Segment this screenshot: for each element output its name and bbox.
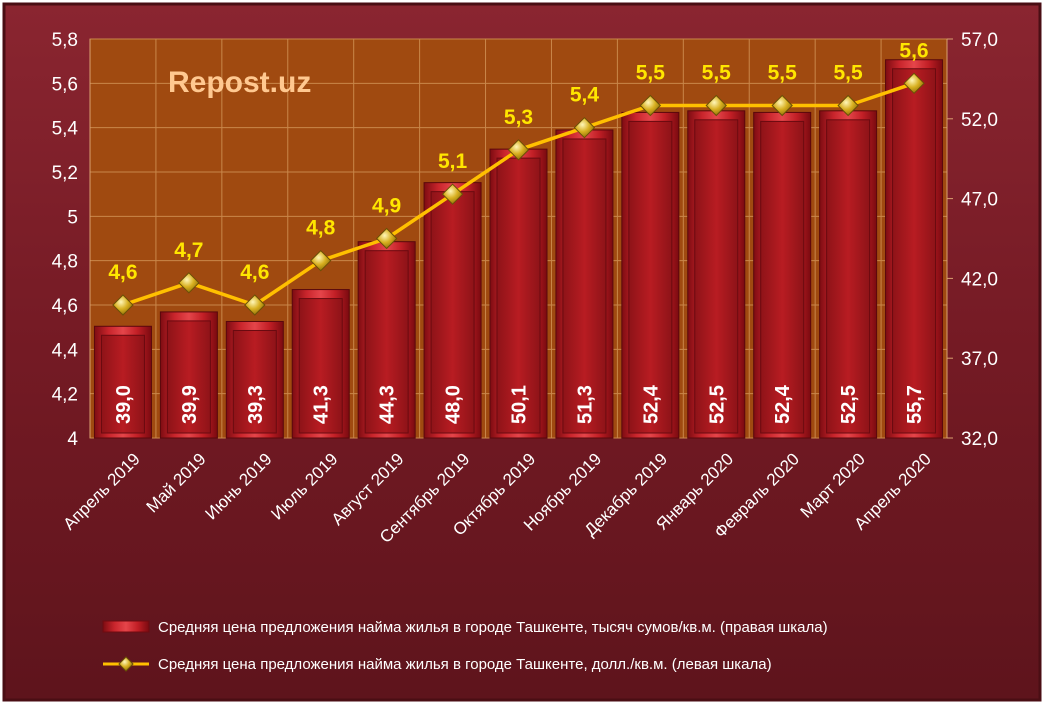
bar-inner <box>562 138 607 434</box>
left-tick-label: 4,4 <box>52 340 79 361</box>
bar-series: 39,0 39,9 39,3 41,3 44,3 48,0 50,1 51,3 52,4 52,5… <box>93 59 944 439</box>
right-tick-label: 37,0 <box>961 349 998 370</box>
line-point <box>639 94 662 117</box>
line-point <box>178 272 200 294</box>
bar: 44,3 <box>357 241 416 439</box>
line-value-label: 4,6 <box>240 261 269 284</box>
line-value-label: 4,9 <box>372 195 401 218</box>
line-value-label: 5,5 <box>702 62 732 85</box>
line-value-label: 4,6 <box>108 261 137 284</box>
line-point <box>244 294 266 316</box>
bar: 52,4 <box>621 111 680 439</box>
left-tick-label: 5,4 <box>52 119 79 140</box>
bar-inner <box>364 250 409 434</box>
line-value-label: 5,5 <box>768 62 798 85</box>
bar-value-label: 48,0 <box>443 385 465 424</box>
bar: 52,5 <box>819 110 878 439</box>
line-value-label: 4,7 <box>174 239 203 262</box>
left-tick-label: 4,6 <box>52 296 78 317</box>
line-value-label: 5,4 <box>570 84 600 107</box>
bar: 52,4 <box>753 111 812 439</box>
bar-value-label: 50,1 <box>509 385 531 424</box>
bar-inner <box>496 157 541 434</box>
right-tick-label: 42,0 <box>961 269 998 290</box>
line-point <box>837 94 859 117</box>
line-value-label: 5,3 <box>504 106 533 129</box>
bar: 39,3 <box>225 320 284 439</box>
bar-inner <box>298 298 343 434</box>
bar-inner <box>826 119 871 434</box>
line-value-label: 5,5 <box>834 62 864 85</box>
bar-inner <box>628 120 673 434</box>
bar-inner <box>100 334 145 434</box>
bar-inner <box>892 68 937 434</box>
legend: Средняя цена предложения найма жилья в г… <box>102 619 828 673</box>
legend-bar-swatch <box>102 620 150 633</box>
bar: 48,0 <box>423 182 482 439</box>
bar-inner <box>166 320 211 434</box>
line-value-label: 5,5 <box>636 62 666 85</box>
line-value-label: 5,1 <box>438 150 468 173</box>
right-axis: 32,0 37,0 42,0 47,0 52,0 57,0 <box>946 30 998 450</box>
legend-line-marker <box>118 656 134 672</box>
right-tick-label: 47,0 <box>961 190 998 211</box>
bar-value-label: 39,9 <box>179 385 201 424</box>
left-tick-label: 4 <box>67 429 78 450</box>
bar-inner <box>430 191 475 434</box>
bar: 41,3 <box>291 289 350 439</box>
bar-inner <box>232 329 277 434</box>
bar: 52,5 <box>687 110 746 439</box>
left-tick-label: 5 <box>67 207 78 228</box>
bar: 51,3 <box>555 129 614 439</box>
bar: 39,9 <box>159 311 218 439</box>
bar-value-label: 52,5 <box>838 385 860 424</box>
line-point <box>375 227 398 250</box>
bar-inner <box>694 119 739 434</box>
bar: 55,7 <box>885 59 944 439</box>
line-point <box>771 94 793 117</box>
bar-value-label: 39,0 <box>113 385 135 424</box>
right-tick-label: 57,0 <box>961 30 998 51</box>
bar-value-label: 51,3 <box>574 385 596 424</box>
line-point <box>441 183 464 205</box>
line-value-label: 4,8 <box>306 217 336 240</box>
bar-inner <box>760 120 805 434</box>
bar-value-label: 39,3 <box>245 385 267 424</box>
bar-value-label: 55,7 <box>904 385 926 424</box>
bar-value-label: 44,3 <box>377 385 399 424</box>
bar-value-label: 52,4 <box>640 384 662 424</box>
right-tick-label: 32,0 <box>961 429 998 450</box>
line-point <box>705 94 727 117</box>
left-tick-label: 5,2 <box>52 163 78 184</box>
right-tick-label: 52,0 <box>961 110 998 131</box>
line-point <box>573 116 596 139</box>
bar-value-label: 52,5 <box>706 385 728 424</box>
bar-value-label: 52,4 <box>772 384 794 424</box>
left-tick-label: 4,2 <box>52 385 78 406</box>
left-axis: 4 4,2 4,4 4,6 4,8 5 5,2 5,4 5,6 5,8 <box>52 30 91 450</box>
left-tick-label: 5,6 <box>52 74 78 95</box>
line-point <box>112 294 134 316</box>
watermark: Repost.uz <box>168 66 311 99</box>
bar: 39,0 <box>93 325 152 439</box>
bar-value-label: 41,3 <box>311 385 333 424</box>
line-series: 4,6 4,7 4,6 4,8 4,9 5,1 5,3 5,4 5,5 5,5 5,5 5,5 5,6 <box>108 39 929 316</box>
left-tick-label: 5,8 <box>52 30 78 51</box>
left-tick-label: 4,8 <box>52 252 78 273</box>
line-value-label: 5,6 <box>899 39 928 62</box>
line-point <box>903 72 925 95</box>
legend-bar-label: Средняя цена предложения найма жилья в г… <box>158 619 828 636</box>
legend-line-label: Средняя цена предложения найма жилья в г… <box>158 656 772 673</box>
line-point <box>507 139 530 161</box>
bar: 50,1 <box>489 148 548 439</box>
line-point <box>310 249 332 272</box>
